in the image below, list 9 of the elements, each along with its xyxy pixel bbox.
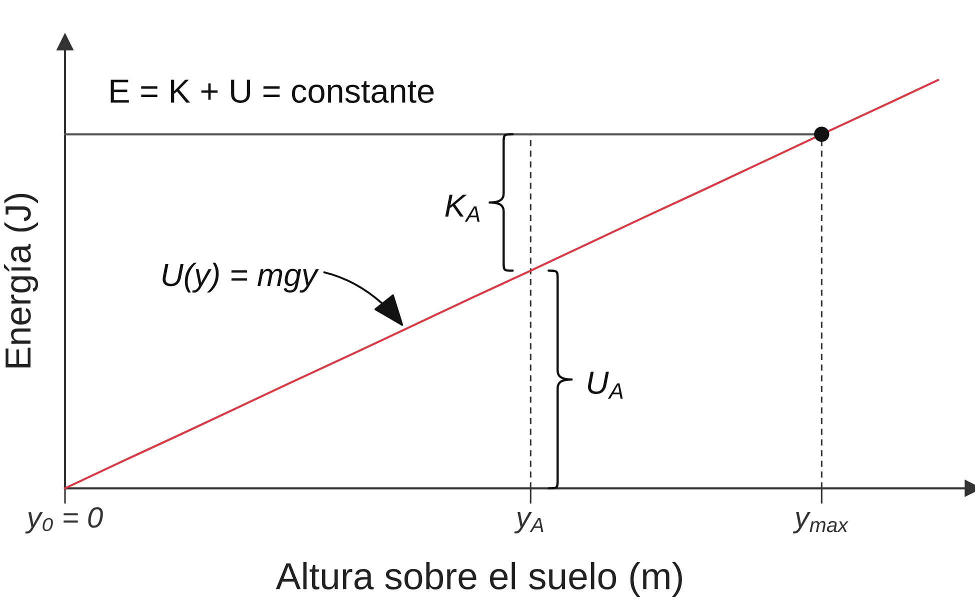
series-label: E = K + U = constante xyxy=(110,80,434,103)
annotation: K$_{A}$ xyxy=(445,194,480,222)
x-tick-label: y$_{A}$ xyxy=(514,512,544,534)
y-axis-title: Energía (J) xyxy=(4,194,38,368)
x-tick-label: y$_{max}$ xyxy=(792,512,849,534)
annotation: U$_{A}$ xyxy=(588,372,623,399)
x-tick-label: y₀ = 0 xyxy=(25,507,103,534)
x-axis-title: Altura sobre el suelo (m) xyxy=(276,562,682,597)
text: U(y) = mgy xyxy=(162,262,319,293)
